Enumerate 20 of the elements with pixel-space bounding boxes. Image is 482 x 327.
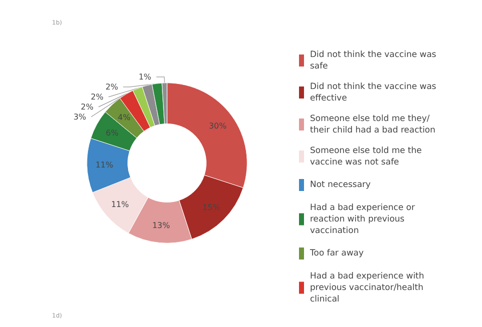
data-label: 3% <box>73 112 87 122</box>
data-label: 2% <box>80 102 94 112</box>
data-label: 4% <box>118 112 131 122</box>
data-label: 2% <box>90 92 104 102</box>
data-label: 11% <box>111 200 130 209</box>
data-label: 30% <box>208 122 227 131</box>
legend-label: Had a bad experience with previous vaccinator/health clinical <box>310 271 427 304</box>
legend-label: Someone else told me the vaccine was not safe <box>310 146 424 168</box>
data-label: 13% <box>152 220 170 230</box>
legend-label: Did not think the vaccine was safe <box>310 50 439 72</box>
data-label: 6% <box>106 128 119 138</box>
data-label: 2% <box>105 82 119 92</box>
data-label: 1% <box>138 72 152 82</box>
legend-label: Someone else told me they/their child had a bad reaction <box>310 114 436 136</box>
legend-label: Had a bad experience or reaction with previous vaccination <box>310 202 418 236</box>
legend-label: Did not think the vaccine was effective <box>310 82 439 104</box>
legend-label: Not necessary <box>310 180 371 190</box>
data-label: 15% <box>202 202 221 212</box>
data-label: 11% <box>95 160 114 170</box>
legend-label: Too far away <box>309 248 364 258</box>
